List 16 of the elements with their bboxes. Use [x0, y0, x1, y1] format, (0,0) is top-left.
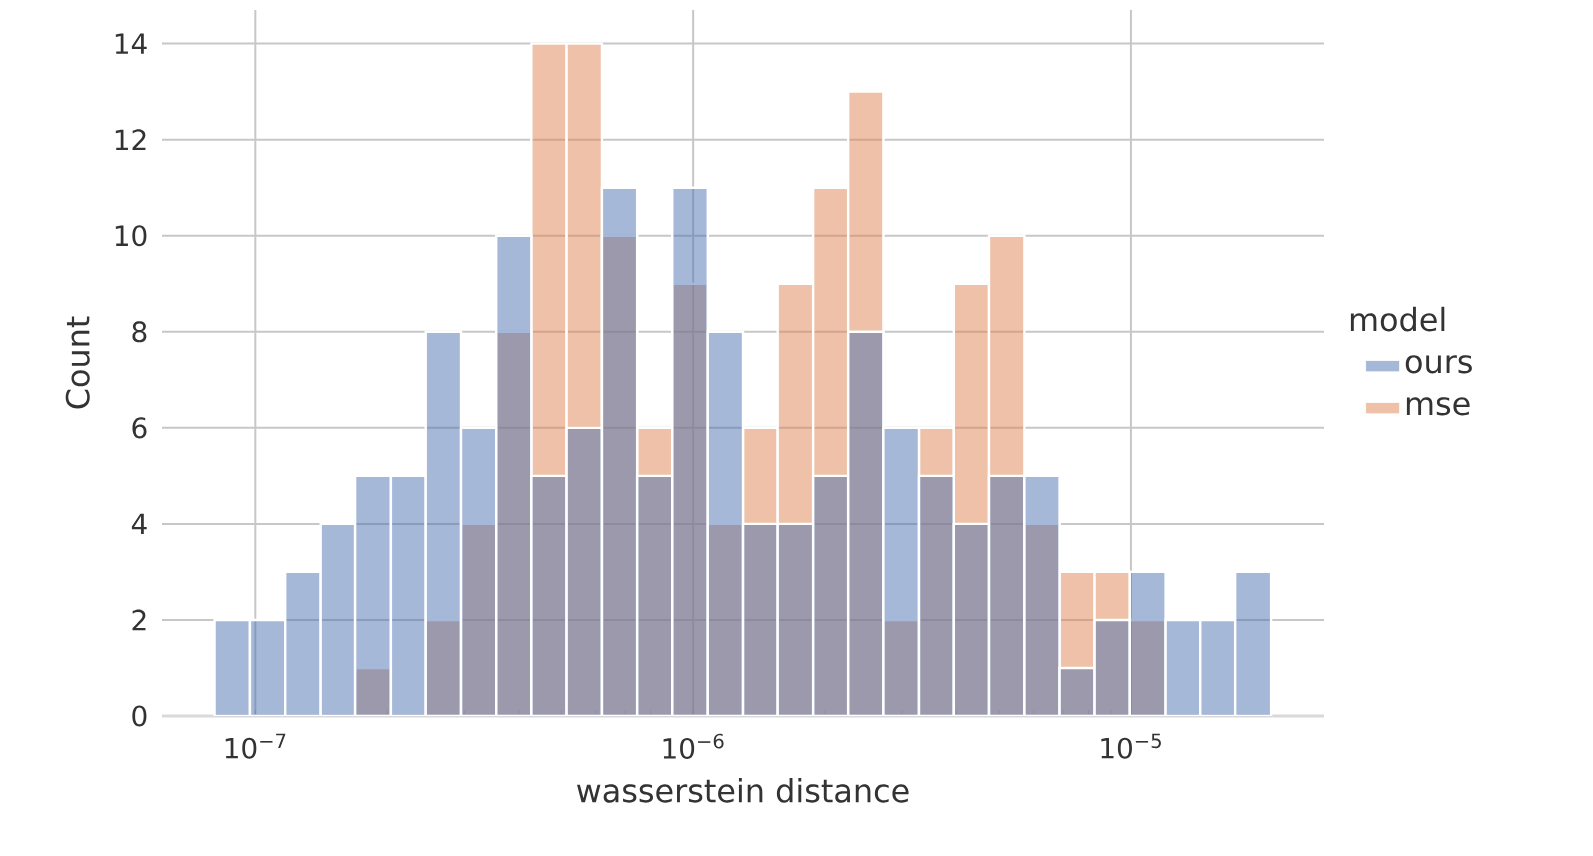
legend-label: ours — [1405, 355, 1472, 374]
y-tick-label: 0 — [132, 705, 147, 727]
y-tick-label: 6 — [132, 417, 147, 439]
legend-title: model — [1350, 306, 1445, 332]
x-tick-label: 10$^{−7}$ — [225, 733, 286, 759]
legend-label: mse — [1406, 397, 1470, 416]
x-tick-label: 10$^{−6}$ — [663, 733, 724, 760]
y-tick-label: 8 — [132, 321, 147, 343]
x-tick-label: 10$^{−5}$ — [1101, 733, 1161, 759]
y-tick-label: 14 — [115, 33, 147, 54]
y-tick-label: 4 — [131, 513, 147, 535]
x-axis-title: wasserstein distance — [577, 777, 909, 803]
y-tick-label: 2 — [132, 609, 146, 631]
y-tick-label: 12 — [115, 129, 146, 151]
y-tick-label: 10 — [115, 225, 147, 247]
y-axis-title: Count — [65, 316, 90, 409]
